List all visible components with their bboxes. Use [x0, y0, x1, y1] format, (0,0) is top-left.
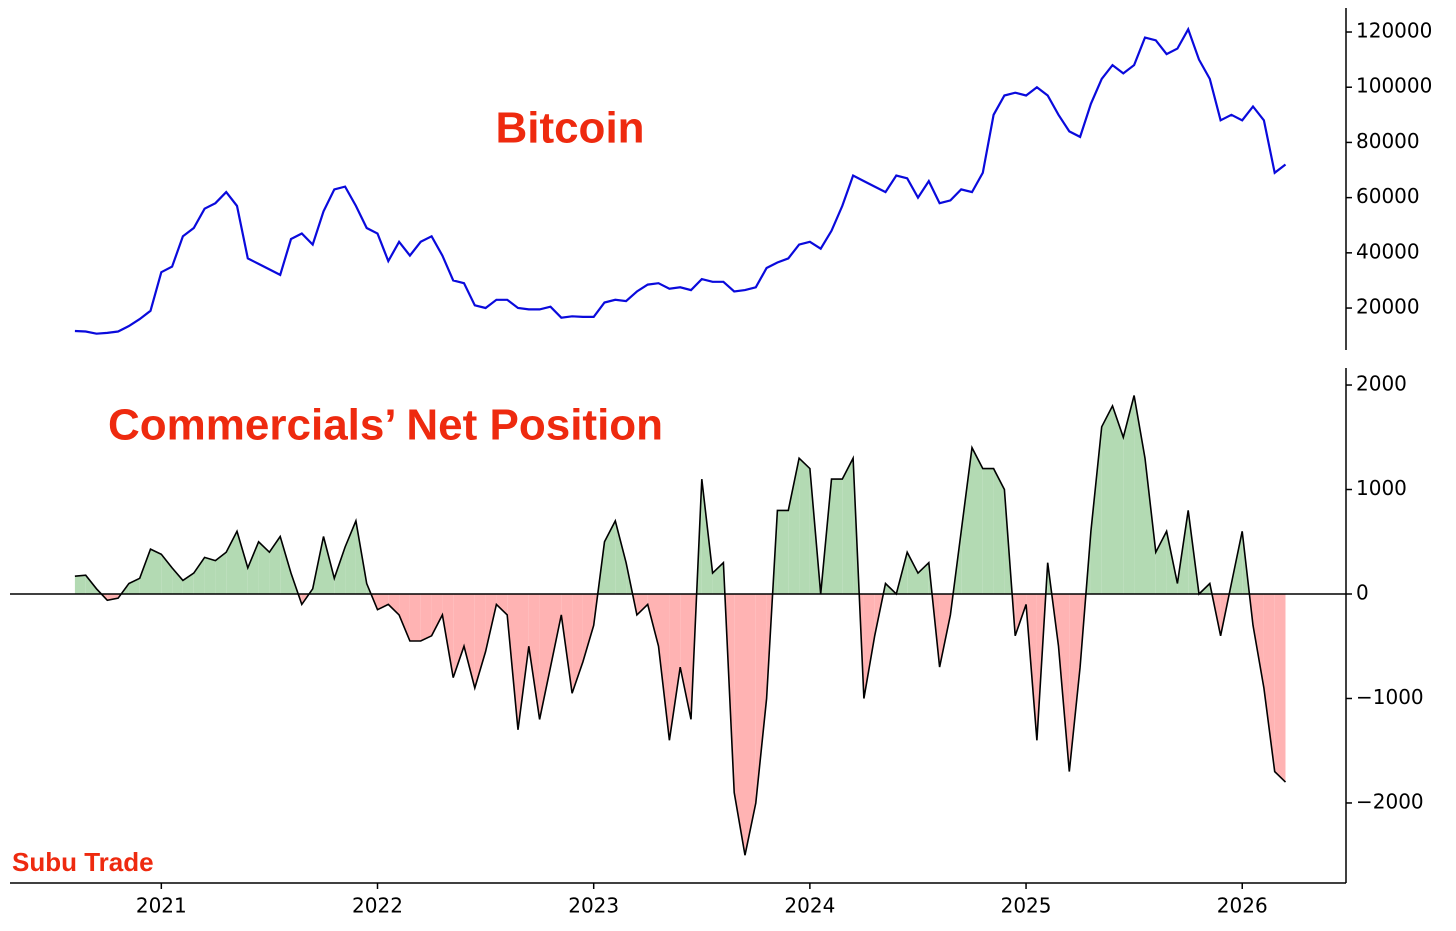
area-fill [215, 552, 227, 594]
y-tick-label: −1000 [1356, 685, 1424, 709]
area-fill [539, 594, 551, 720]
area-fill [961, 447, 972, 594]
area-fill [193, 557, 205, 594]
area-fill [615, 520, 627, 594]
area-fill [1112, 405, 1124, 594]
area-fill [788, 458, 800, 594]
area-fill [139, 549, 151, 594]
x-tick-label: 2023 [568, 894, 619, 918]
area-fill [1090, 426, 1102, 594]
credit: Subu Trade [12, 847, 154, 877]
area-fill [755, 594, 767, 803]
area-fill [518, 594, 529, 730]
area-fill [939, 594, 951, 668]
area-fill [496, 594, 508, 615]
x-tick-label: 2026 [1217, 894, 1268, 918]
x-tick-label: 2021 [136, 894, 187, 918]
area-fill [1155, 531, 1167, 594]
net-position-line [74, 395, 1287, 856]
panel-title: Bitcoin [495, 104, 644, 153]
area-fill [85, 575, 97, 594]
area-fill [582, 594, 594, 662]
area-fill [636, 594, 648, 615]
area-fill [226, 531, 237, 594]
area-fill [734, 594, 745, 856]
area-fill [658, 594, 670, 741]
area-fill [388, 594, 400, 615]
area-fill [831, 479, 843, 594]
area-fill [269, 536, 281, 594]
area-fill [474, 594, 486, 688]
area-fill [1253, 594, 1264, 688]
area-fill [204, 557, 216, 594]
area-fill [334, 547, 346, 594]
area-fill [182, 573, 194, 594]
area-fill [280, 536, 291, 594]
area-fill [1274, 594, 1286, 783]
y-tick-label: 80000 [1356, 129, 1420, 153]
area-fill [1069, 594, 1081, 772]
x-tick-label: 2025 [1001, 894, 1052, 918]
x-tick-label: 2024 [784, 894, 835, 918]
area-fill [377, 594, 389, 610]
area-fill [1123, 395, 1135, 594]
area-fill [1101, 405, 1113, 594]
y-tick-label: 20000 [1356, 295, 1420, 319]
area-fill [863, 594, 875, 699]
y-tick-label: 40000 [1356, 239, 1420, 263]
area-fill [161, 554, 173, 594]
x-tick-label: 2022 [352, 894, 403, 918]
price-line [74, 26, 1287, 335]
y-tick-label: 0 [1356, 580, 1369, 604]
area-fill [777, 510, 789, 594]
area-fill [680, 594, 691, 720]
area-fill [745, 594, 756, 856]
area-fill [1263, 594, 1275, 772]
area-fill [74, 575, 86, 594]
area-fill [842, 458, 854, 594]
area-fill [442, 594, 454, 678]
y-tick-label: −2000 [1356, 789, 1424, 813]
area-fill [907, 552, 918, 594]
area-fill [453, 594, 464, 678]
panel-title: Commercials’ Net Position [108, 401, 663, 450]
area-fill [1015, 594, 1027, 636]
area-fill [669, 594, 681, 741]
y-tick-label: 120000 [1356, 19, 1432, 43]
area-fill [409, 594, 421, 641]
area-fill [399, 594, 410, 641]
area-fill [323, 536, 335, 594]
area-fill [799, 458, 810, 594]
area-fill [528, 594, 540, 720]
area-fill [993, 468, 1005, 594]
area-fill [258, 541, 270, 594]
area-fill [345, 520, 356, 594]
area-fill [172, 567, 183, 594]
y-tick-label: 1000 [1356, 476, 1407, 500]
area-fill [982, 468, 994, 594]
area-fill [247, 541, 259, 594]
area-fill [972, 447, 983, 594]
area-fill [1058, 594, 1070, 772]
area-fill [550, 594, 562, 668]
area-fill [1145, 458, 1156, 594]
area-fill [604, 520, 616, 594]
y-tick-label: 2000 [1356, 372, 1407, 396]
area-fill [237, 531, 248, 594]
area-fill [150, 549, 162, 594]
y-tick-label: 60000 [1356, 184, 1420, 208]
area-fill [420, 594, 432, 641]
y-tick-label: 100000 [1356, 74, 1432, 98]
area-fill [464, 594, 475, 688]
area-fill [431, 594, 443, 636]
